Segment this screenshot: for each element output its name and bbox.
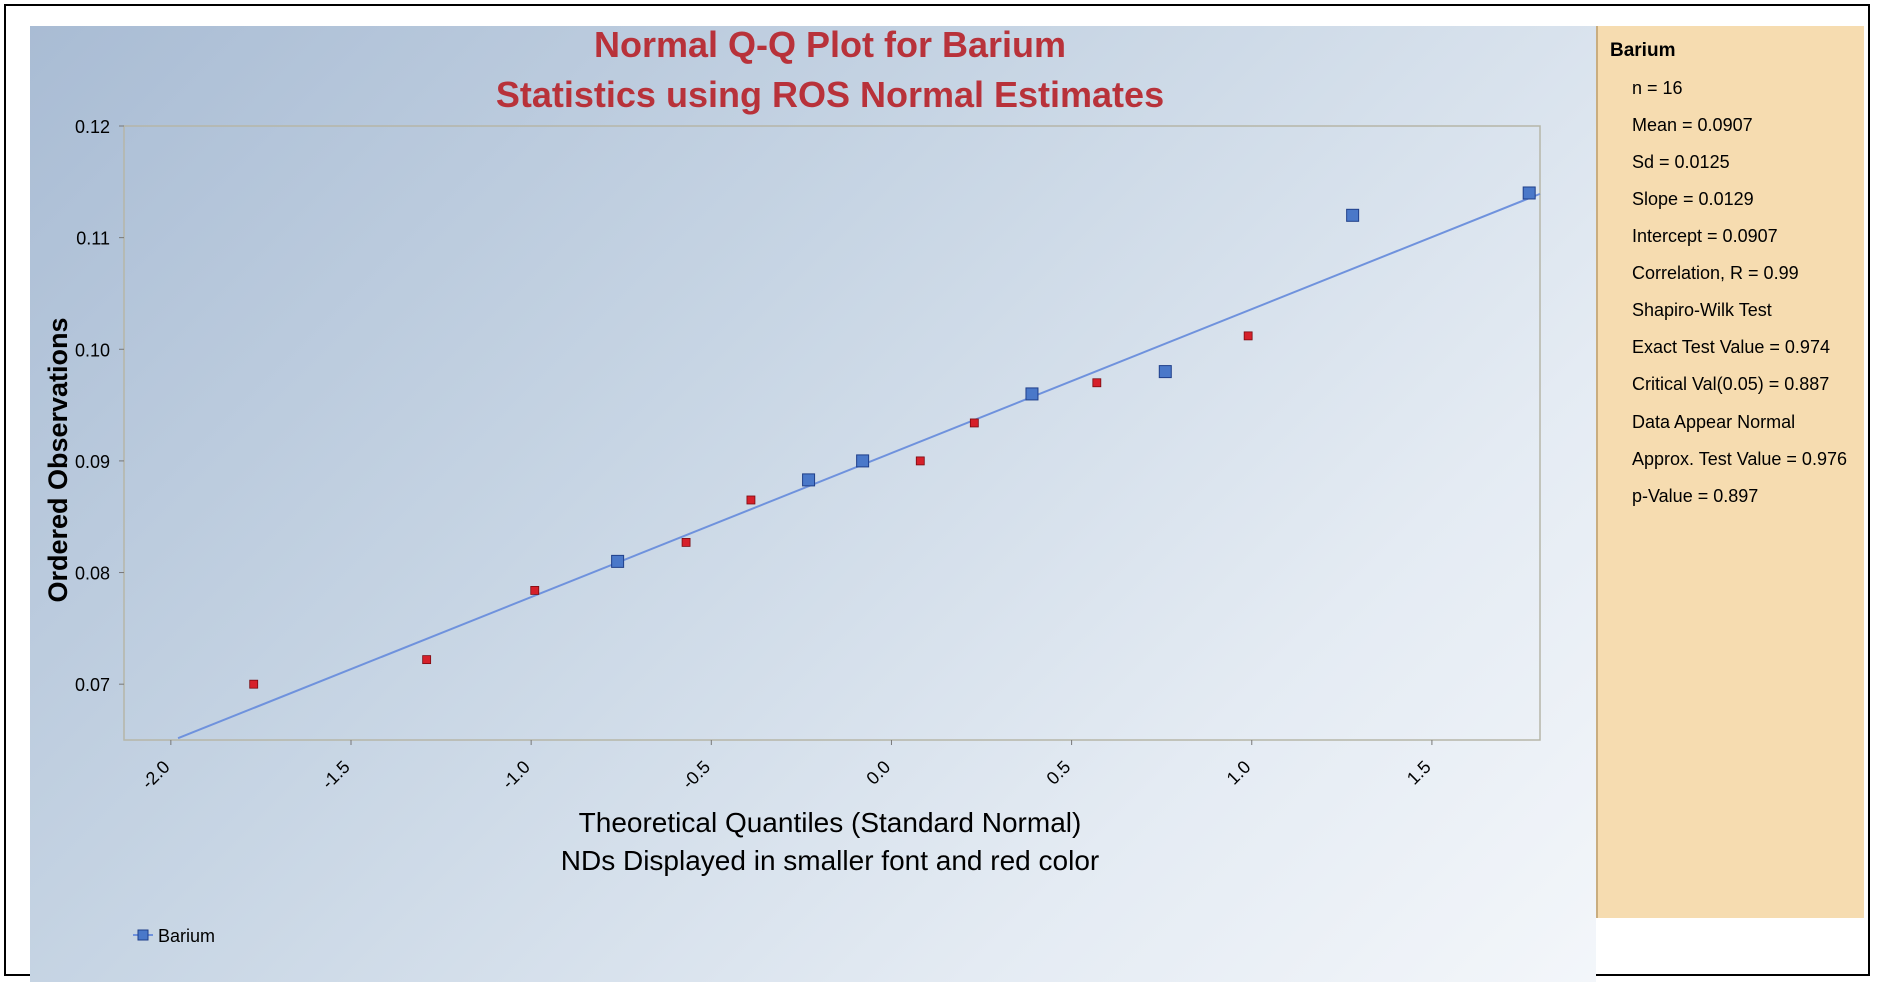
data-points	[249, 186, 1536, 689]
nondetect-point	[915, 456, 925, 466]
plot-background	[30, 26, 1596, 982]
stat-line: Shapiro-Wilk Test	[1632, 300, 1772, 320]
detect-point	[1522, 186, 1536, 200]
stats-title: Barium	[1610, 40, 1676, 61]
stat-line: Exact Test Value = 0.974	[1632, 337, 1830, 357]
y-tick-label: 0.07	[75, 675, 110, 695]
chart-title: Normal Q-Q Plot for Barium	[594, 24, 1066, 65]
plot-area-border	[123, 125, 1541, 741]
y-tick-label: 0.09	[75, 452, 110, 472]
x-tick-label: -2.0	[138, 757, 174, 793]
y-axis-label: Ordered Observations	[43, 317, 73, 602]
x-axis-note: NDs Displayed in smaller font and red co…	[561, 845, 1099, 876]
nondetect-point	[681, 538, 691, 547]
stat-line: Slope = 0.0129	[1632, 189, 1754, 209]
nondetect-point	[249, 679, 259, 689]
stat-line: Mean = 0.0907	[1632, 115, 1753, 135]
x-tick-label: -0.5	[678, 757, 714, 793]
statistics-panel: Barium n = 16 Mean = 0.0907 Sd = 0.0125 …	[1596, 26, 1864, 918]
detect-point	[856, 454, 870, 468]
y-tick-label: 0.08	[75, 564, 110, 584]
stat-line: Correlation, R = 0.99	[1632, 263, 1799, 283]
nondetect-point	[422, 655, 432, 665]
x-tick-label: -1.5	[318, 757, 354, 793]
nondetect-point	[530, 586, 540, 595]
legend-label: Barium	[158, 926, 215, 946]
detect-point	[611, 554, 625, 568]
nondetect-point	[1243, 331, 1253, 341]
detect-point	[1158, 365, 1172, 379]
y-tick-label: 0.12	[75, 117, 110, 137]
detect-point	[802, 473, 816, 487]
x-axis-label: Theoretical Quantiles (Standard Normal)	[579, 807, 1082, 838]
stat-line: Critical Val(0.05) = 0.887	[1632, 374, 1830, 394]
x-tick-label: 0.5	[1043, 757, 1075, 789]
stat-line: Approx. Test Value = 0.976	[1632, 449, 1847, 469]
stat-line: Data Appear Normal	[1632, 412, 1796, 432]
x-tick-label: 1.5	[1403, 757, 1435, 789]
stat-line: Sd = 0.0125	[1632, 152, 1730, 172]
x-tick-label: 1.0	[1223, 757, 1255, 789]
detect-point	[1025, 387, 1039, 401]
nondetect-point	[746, 495, 756, 505]
y-tick-label: 0.11	[76, 229, 110, 249]
legend-marker	[137, 929, 149, 941]
legend: Barium	[133, 926, 215, 946]
y-axis: 0.07 0.08 0.09 0.10 0.11 0.12	[75, 117, 124, 695]
x-axis: -2.0 -1.5 -1.0 -0.5 0.0 0.5 1.0 1.5	[138, 740, 1435, 793]
stat-line: n = 16	[1632, 78, 1683, 98]
chart-subtitle: Statistics using ROS Normal Estimates	[496, 74, 1164, 115]
chart-frame: Barium n = 16 Mean = 0.0907 Sd = 0.0125 …	[4, 4, 1870, 982]
detect-point	[1346, 208, 1360, 222]
nondetect-point	[969, 418, 979, 428]
x-tick-label: 0.0	[862, 757, 894, 789]
x-tick-label: -1.0	[498, 757, 534, 793]
stat-line: Intercept = 0.0907	[1632, 226, 1778, 246]
y-tick-label: 0.10	[75, 340, 110, 360]
stat-line: p-Value = 0.897	[1632, 486, 1759, 506]
nondetect-point	[1092, 378, 1102, 388]
